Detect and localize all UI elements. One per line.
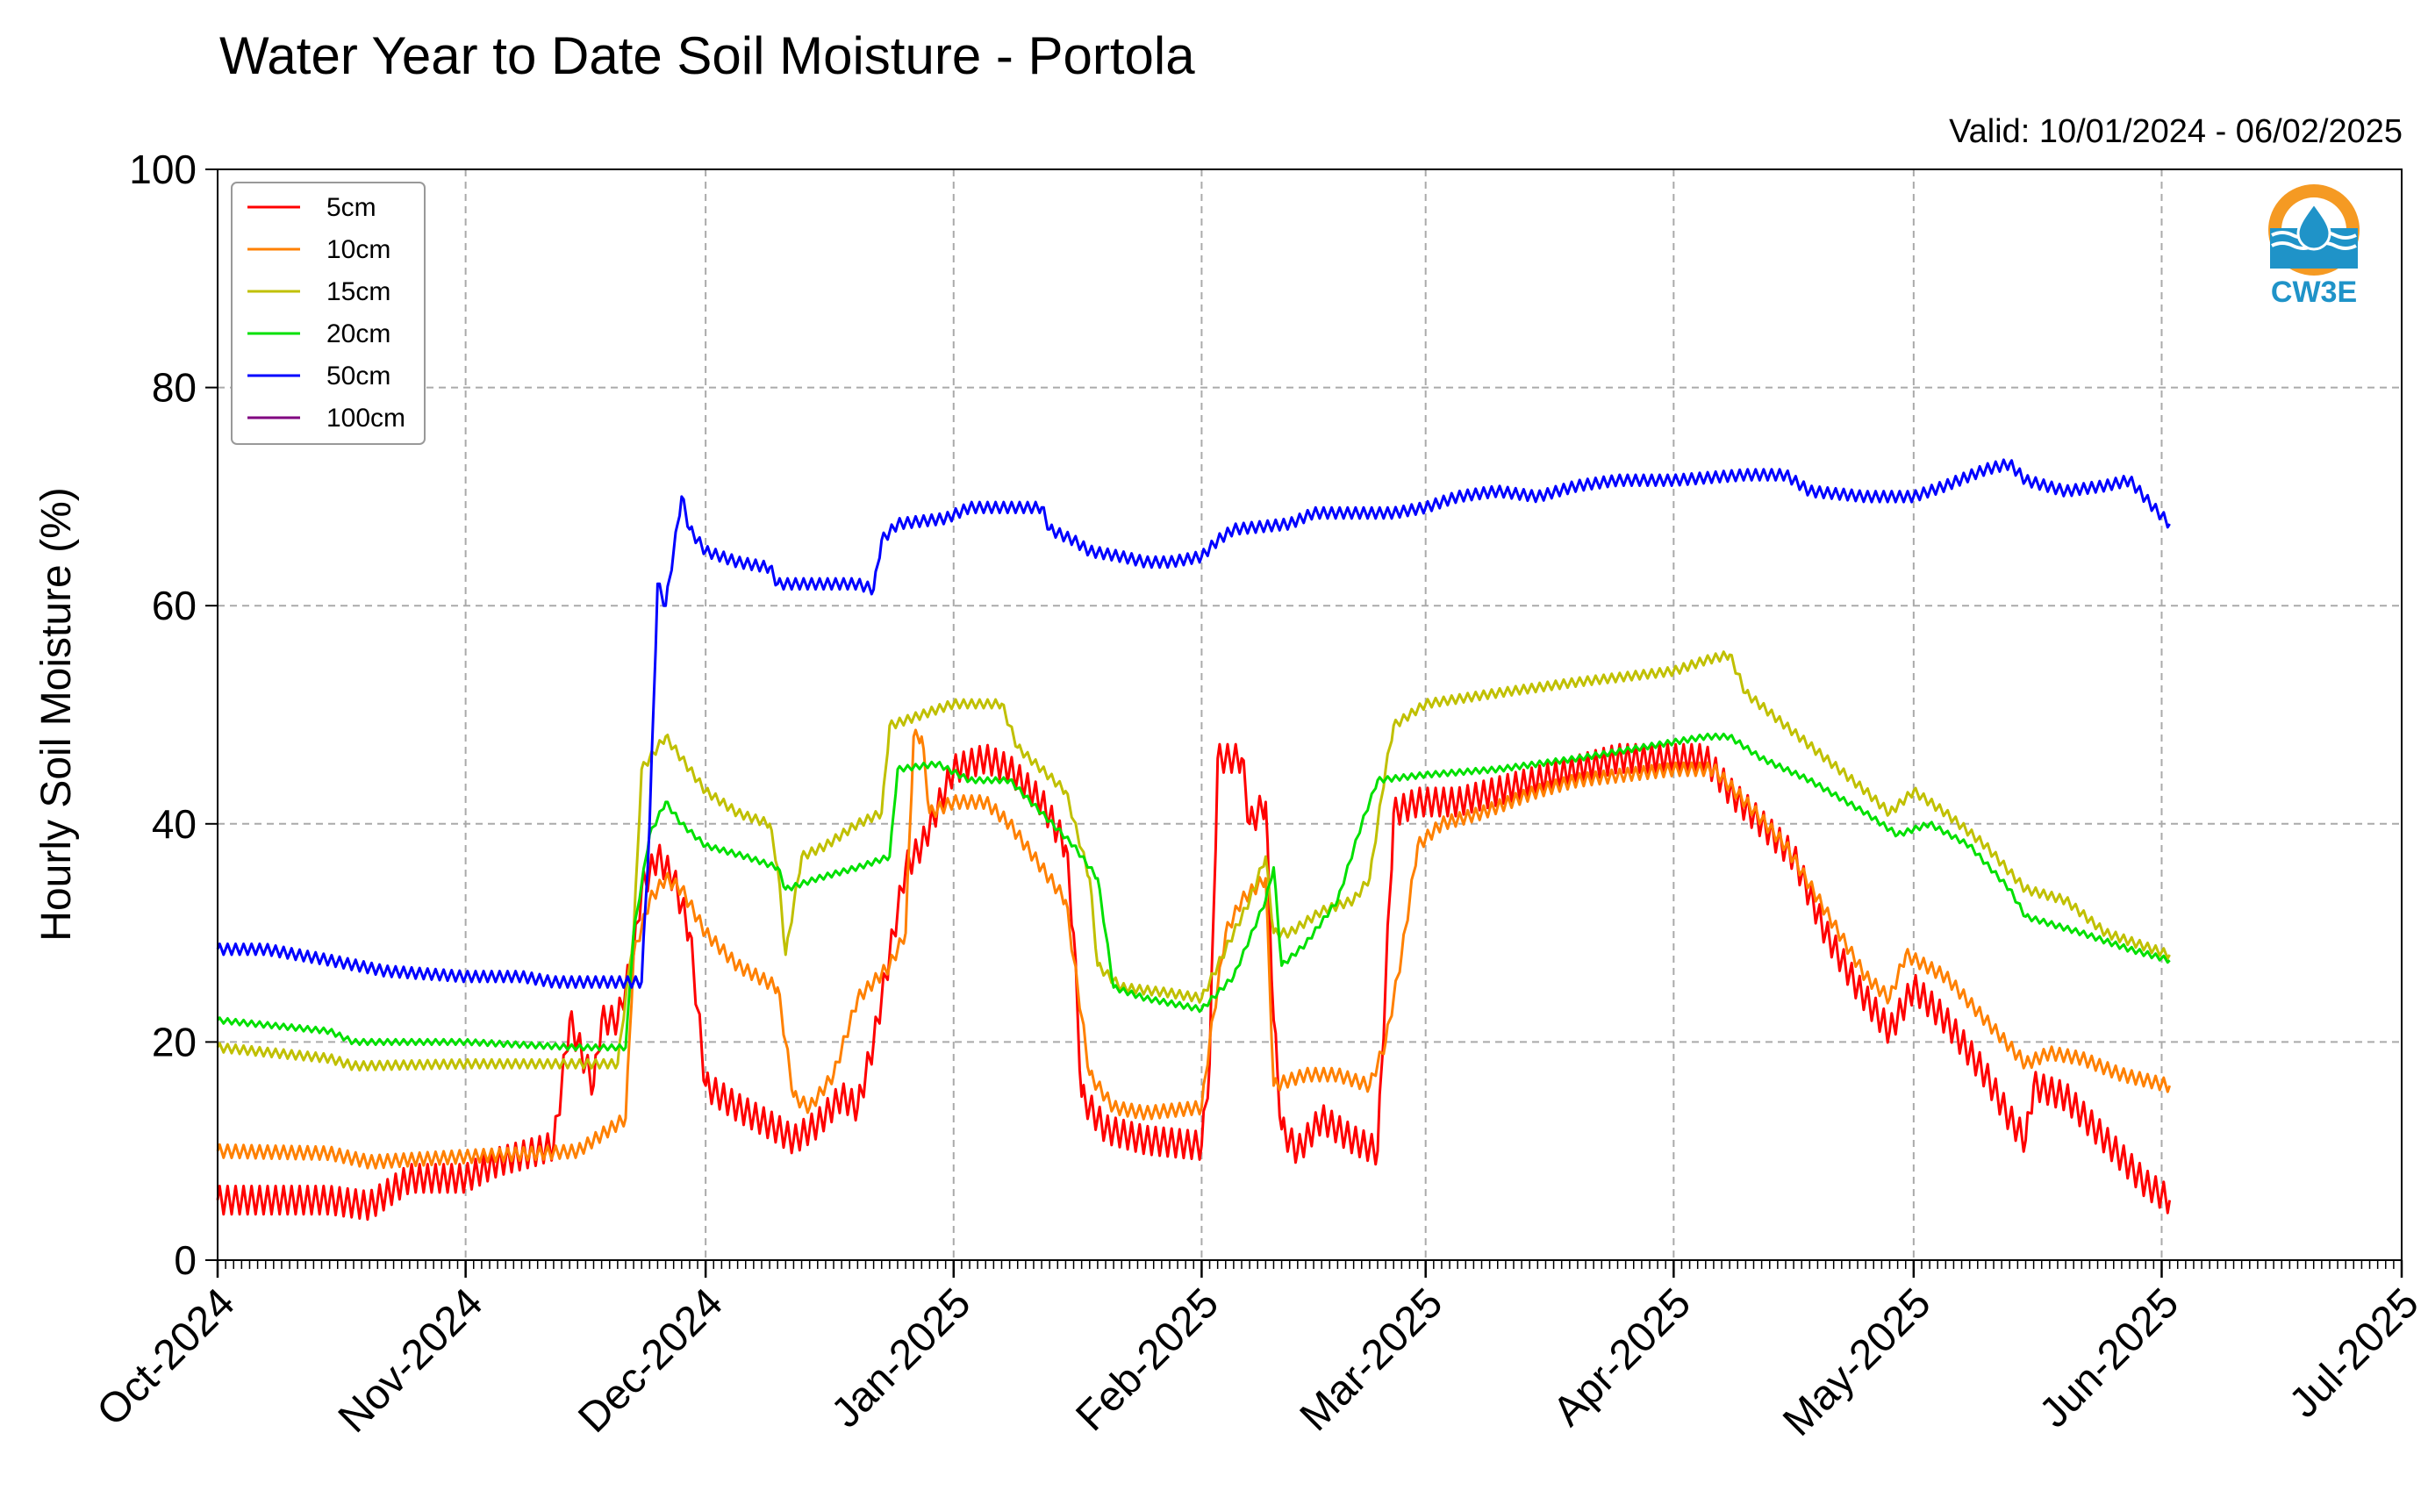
y-tick-label: 80 <box>152 365 197 411</box>
chart-subtitle: Valid: 10/01/2024 - 06/02/2025 <box>1949 113 2403 150</box>
water-drop-icon <box>2296 201 2331 251</box>
y-tick-label: 100 <box>129 147 197 192</box>
y-tick-label: 60 <box>152 583 197 628</box>
legend: 5cm 10cm 15cm 20cm 50cm 100cm <box>231 182 426 445</box>
y-axis: 0 20 40 60 80 100 <box>129 147 218 1283</box>
logo-text: CW3E <box>2271 276 2357 309</box>
grid <box>218 169 2402 1260</box>
series-line-50cm <box>216 458 2171 989</box>
legend-label-10cm: 10cm <box>326 235 390 264</box>
legend-label-20cm: 20cm <box>326 319 390 348</box>
legend-label-5cm: 5cm <box>326 193 376 222</box>
chart-title: Water Year to Date Soil Moisture - Porto… <box>219 26 1195 85</box>
legend-label-50cm: 50cm <box>326 362 390 391</box>
legend-label-15cm: 15cm <box>326 277 390 306</box>
legend-label-100cm: 100cm <box>326 404 405 433</box>
series-lines <box>216 458 2172 1222</box>
y-axis-label: Hourly Soil Moisture (%) <box>33 487 80 941</box>
series-line-15cm <box>216 650 2171 1072</box>
series-line-20cm <box>216 732 2171 1052</box>
y-tick-label: 20 <box>152 1019 197 1064</box>
y-tick-label: 40 <box>152 801 197 847</box>
series-line-10cm <box>216 728 2172 1170</box>
y-tick-label: 0 <box>174 1237 197 1283</box>
cw3e-logo: CW3E <box>2268 184 2360 309</box>
plot-frame <box>217 168 2403 1261</box>
